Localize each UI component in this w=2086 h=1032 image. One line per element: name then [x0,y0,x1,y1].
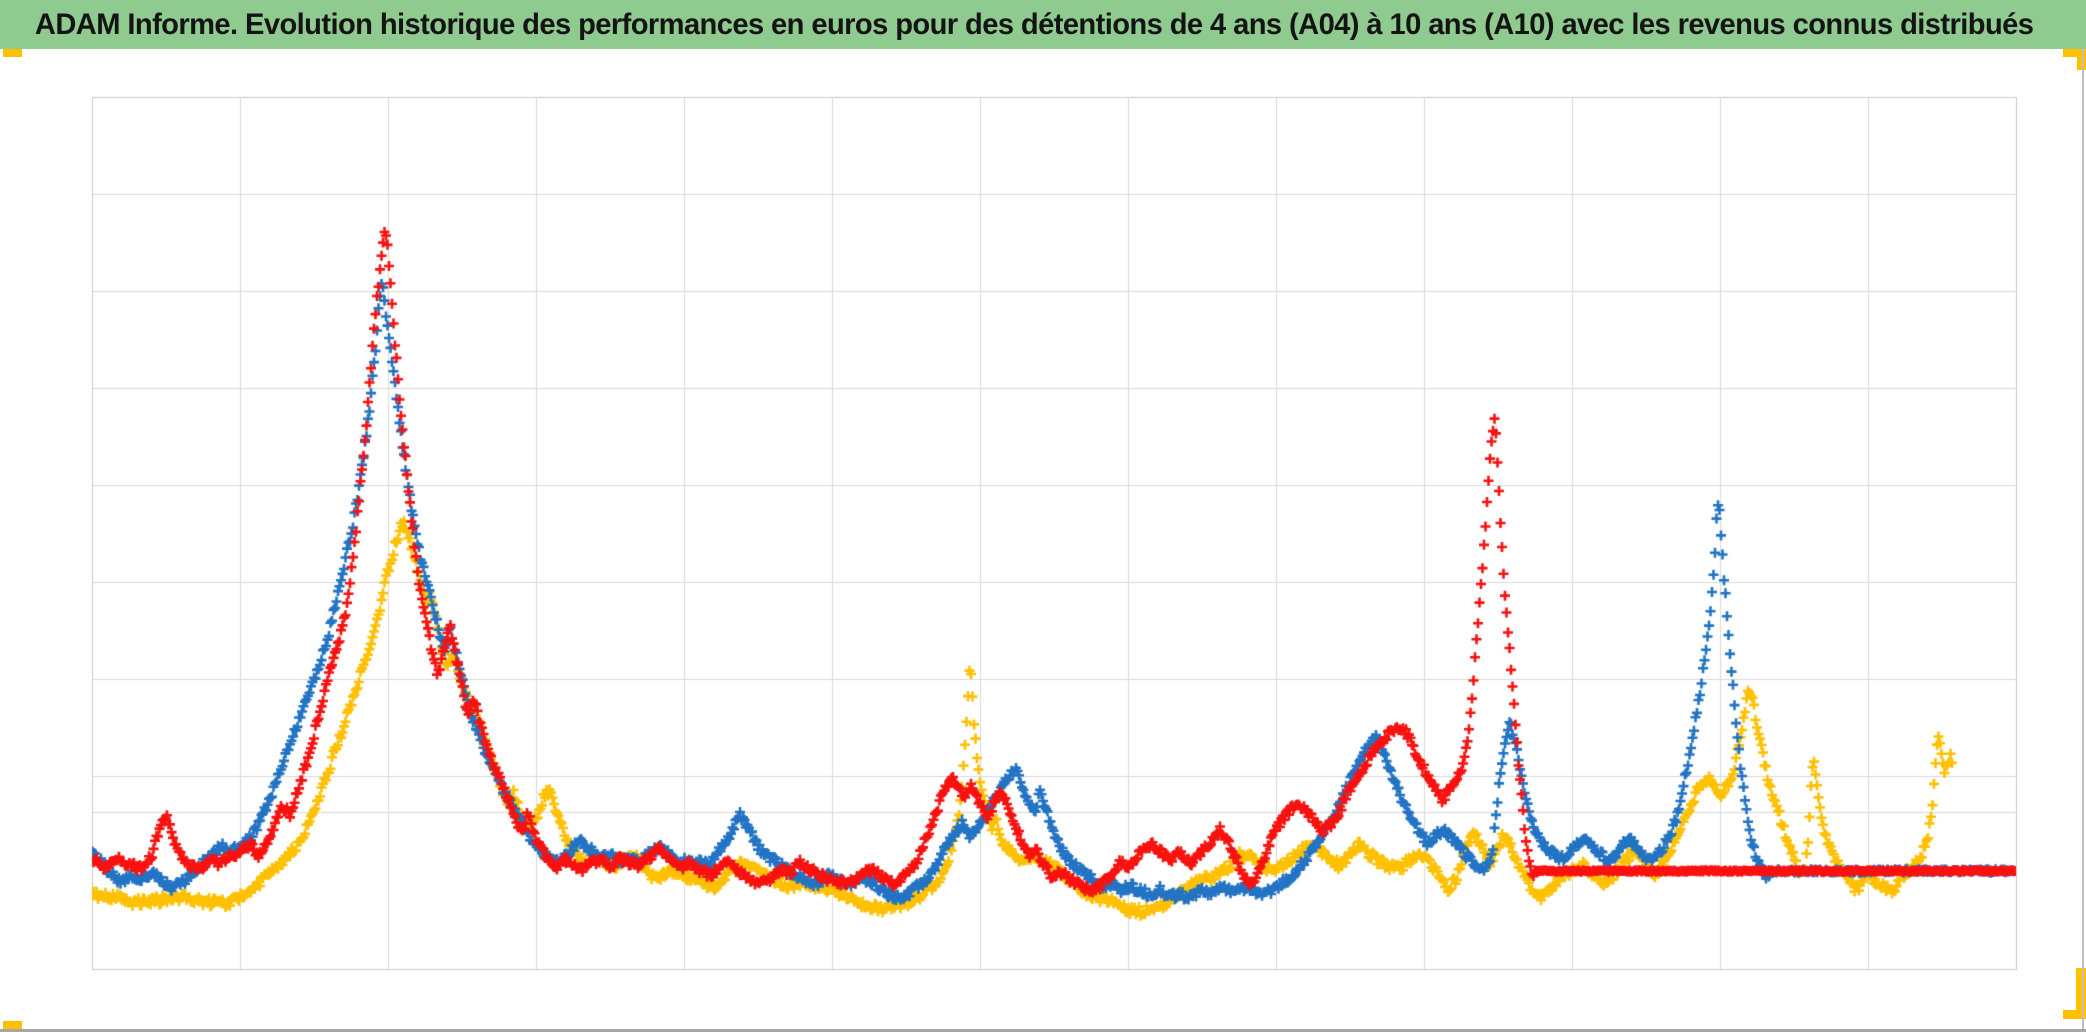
slide-bottom-border [0,1029,2086,1032]
title-bar: ADAM Informe. Evolution historique des p… [0,0,2086,49]
accent-top-left-tab [3,49,22,57]
slide-right-border [2082,49,2084,1030]
page-title: ADAM Informe. Evolution historique des p… [34,7,2034,41]
accent-bottom-left-tab [3,1021,22,1030]
accent-bottom-right-vertical [2076,968,2086,1018]
accent-bottom-right-horizontal [2063,1010,2086,1019]
accent-top-right-horizontal [2063,49,2086,57]
accent-top-right-vertical [2077,49,2086,70]
